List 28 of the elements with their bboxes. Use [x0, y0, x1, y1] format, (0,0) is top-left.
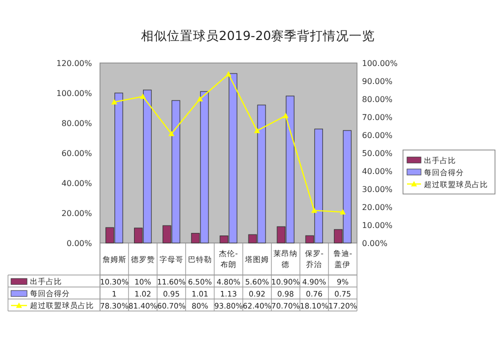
- y-tick-label: 100.00%: [56, 89, 92, 98]
- chart-title: 相似位置球员2019-20赛季背打情况一览: [140, 28, 376, 43]
- y-tick-label: 0.00%: [66, 239, 92, 248]
- y-tick-label: 80.00%: [61, 119, 92, 128]
- point: [340, 209, 346, 214]
- point: [111, 99, 118, 104]
- point: [311, 207, 318, 213]
- y2-tick-label: 90.00%: [362, 77, 393, 86]
- y-tick-label: 60.00%: [61, 149, 92, 158]
- y2-tick-label: 30.00%: [362, 185, 393, 194]
- y-tick-label: 20.00%: [61, 209, 92, 218]
- y2-tick-label: 80.00%: [362, 95, 393, 104]
- point: [282, 112, 289, 118]
- y2-tick-label: 10.00%: [362, 221, 393, 230]
- y-tick-label: 40.00%: [61, 179, 92, 188]
- y2-tick-label: 60.00%: [362, 131, 393, 140]
- y2-tick-label: 40.00%: [362, 167, 393, 176]
- point: [168, 130, 174, 136]
- point: [254, 128, 260, 134]
- point: [196, 96, 203, 102]
- point: [140, 93, 146, 99]
- y2-tick-label: 0.00%: [362, 239, 388, 248]
- y2-tick-label: 20.00%: [362, 203, 393, 212]
- y2-tick-label: 50.00%: [362, 149, 393, 158]
- y2-tick-label: 70.00%: [362, 113, 393, 122]
- y2-tick-label: 100.00%: [362, 59, 398, 68]
- point: [226, 71, 232, 77]
- y-tick-label: 120.00%: [56, 59, 92, 68]
